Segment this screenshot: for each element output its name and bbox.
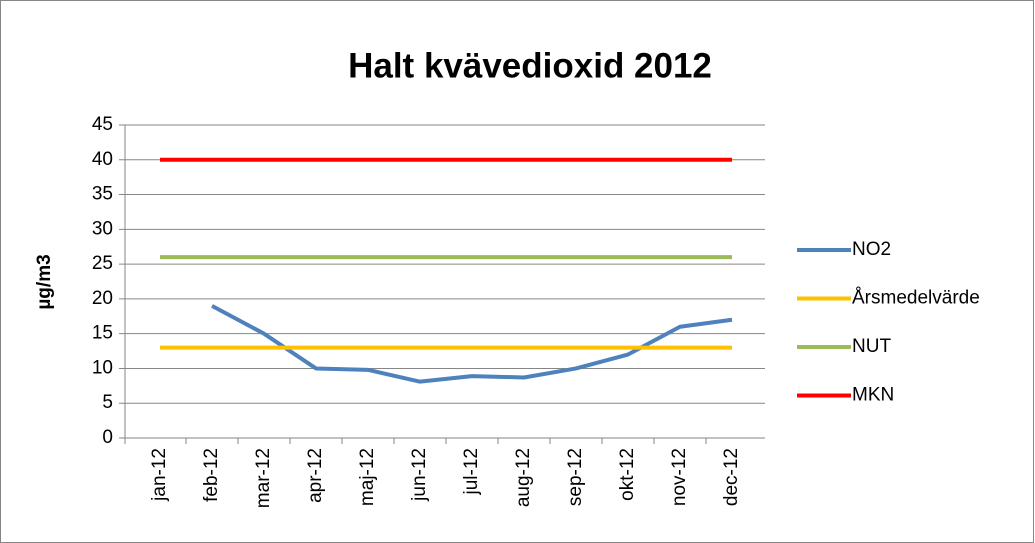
- x-tick-label: nov-12: [669, 448, 690, 506]
- chart-title: Halt kvävedioxid 2012: [348, 46, 712, 85]
- x-tick-label: aug-12: [513, 448, 534, 507]
- y-tick-label: 30: [92, 218, 113, 239]
- y-tick-label: 15: [92, 323, 113, 344]
- x-tick-label: feb-12: [201, 448, 222, 502]
- y-tick-label: 20: [92, 288, 113, 309]
- x-tick-label: okt-12: [617, 448, 638, 501]
- y-tick-label: 25: [92, 253, 113, 274]
- y-tick-label: 5: [102, 392, 113, 413]
- y-tick-label: 40: [92, 149, 113, 170]
- legend-label: Årsmedelvärde: [852, 288, 980, 309]
- x-tick-label: jul-12: [461, 448, 482, 495]
- legend-label: NO2: [852, 239, 891, 260]
- series-line: [211, 304, 733, 384]
- x-tick-label: maj-12: [357, 448, 378, 506]
- x-tick-label: sep-12: [565, 448, 586, 506]
- x-tick-label: apr-12: [305, 448, 326, 503]
- x-tick-label: mar-12: [253, 448, 274, 508]
- y-tick-label: 10: [92, 357, 113, 378]
- y-tick-label: 35: [92, 184, 113, 205]
- legend-label: MKN: [852, 385, 894, 406]
- y-tick-label: 45: [92, 114, 113, 135]
- x-tick-label: dec-12: [721, 448, 742, 506]
- y-axis-label: µg/m3: [34, 254, 55, 309]
- legend-label: NUT: [852, 336, 891, 357]
- x-tick-label: jan-12: [149, 448, 170, 502]
- x-tick-label: jun-12: [409, 448, 430, 502]
- y-tick-label: 0: [102, 427, 113, 448]
